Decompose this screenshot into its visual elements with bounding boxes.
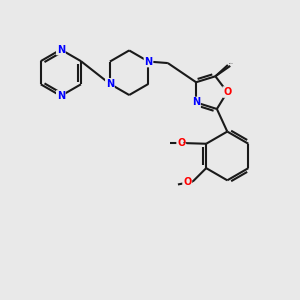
Text: N: N (57, 91, 65, 101)
Text: O: O (183, 176, 191, 187)
Text: N: N (57, 44, 65, 55)
Text: O: O (177, 138, 185, 148)
Text: methyl: methyl (183, 141, 188, 142)
Text: N: N (192, 98, 200, 107)
Text: O: O (223, 87, 231, 97)
Text: methyl: methyl (229, 62, 234, 64)
Text: N: N (144, 57, 153, 67)
Text: N: N (106, 79, 114, 89)
